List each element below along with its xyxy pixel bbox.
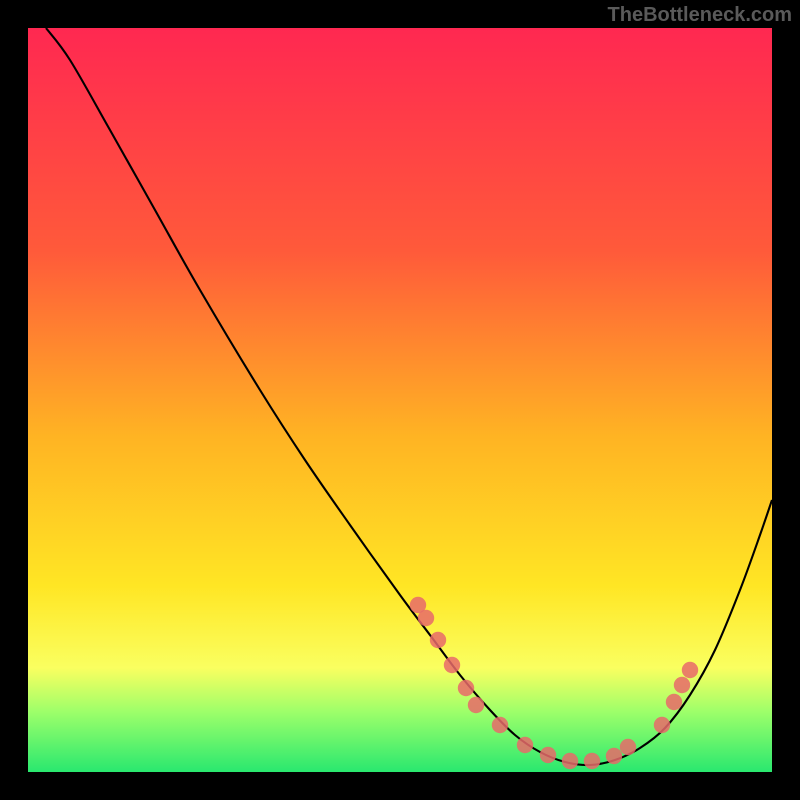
data-dot [458,680,474,696]
data-dot [517,737,533,753]
data-dot [620,739,636,755]
data-dot [606,748,622,764]
data-dot [418,610,434,626]
data-dot [682,662,698,678]
data-dot [654,717,670,733]
data-dot [430,632,446,648]
data-dot [584,753,600,769]
data-dots [410,597,698,769]
data-dot [540,747,556,763]
data-dot [492,717,508,733]
chart-frame: TheBottleneck.com [0,0,800,800]
bottleneck-curve [0,0,800,800]
data-dot [444,657,460,673]
curve-path [46,28,772,765]
data-dot [674,677,690,693]
data-dot [468,697,484,713]
data-dot [562,753,578,769]
data-dot [666,694,682,710]
